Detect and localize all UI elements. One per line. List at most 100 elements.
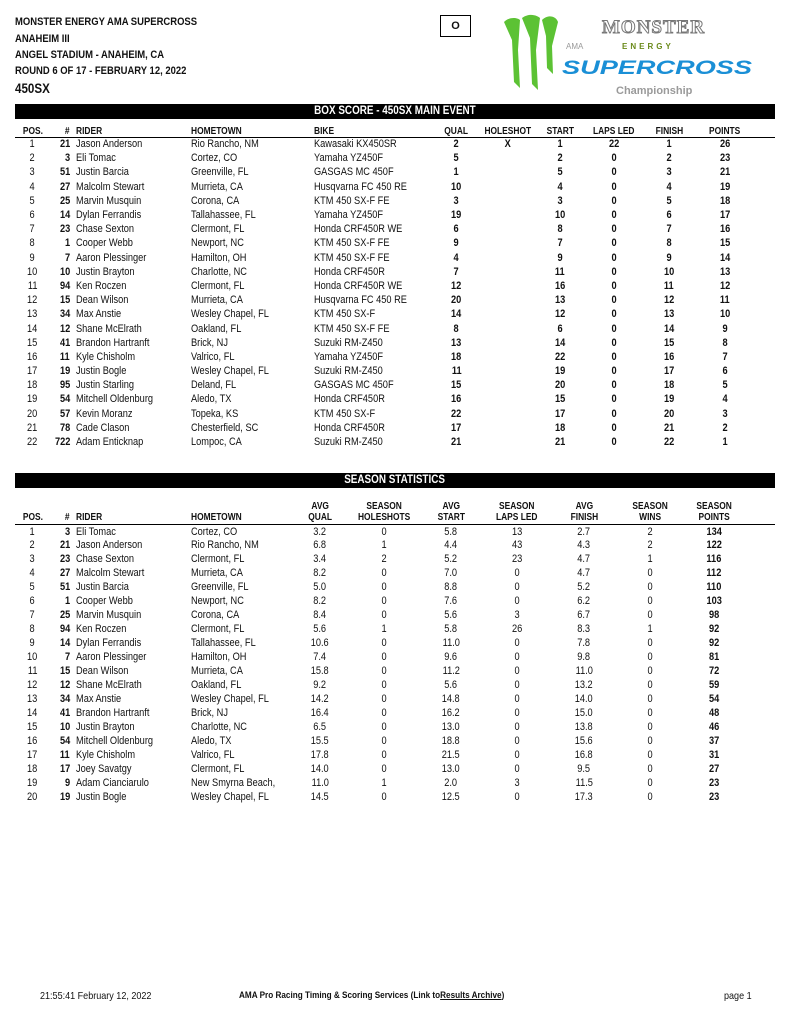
cell-hometown: Murrieta, CA [187,566,295,580]
cell-value: 11 [435,364,478,378]
cell-value-text: 2 [647,539,653,551]
cell-value: 16 [435,392,478,406]
cell-value: 10 [646,265,692,279]
cell-rider-text: Marvin Musquin [76,609,142,621]
cell-value: 0 [345,664,423,678]
cell-pos: 8 [15,236,50,250]
cell-pos-text: 14 [27,322,38,335]
cell-value-text: 0 [647,665,653,677]
cell-rider-text: Ken Roczen [76,623,127,635]
cell-value: 1 [613,552,687,566]
table-row: 2 21 Jason Anderson Rio Rancho, NM 6.8 1 4.4 43… [15,538,775,552]
cell-value-text: 0 [381,679,387,691]
logo-monster: MONSTER [602,17,705,38]
cell-hometown-text: Cortez, CO [191,525,238,538]
cell-rider: Ken Roczen [72,279,187,293]
cell-value-text: 46 [708,721,720,733]
cell-number: 12 [50,678,72,692]
cell-pos-text: 22 [27,436,38,449]
cell-hometown-text: Clermont, FL [191,223,245,236]
cell-value-text: 17 [554,407,566,420]
header-line: RIDER [76,511,103,523]
cell-value: 122 [687,538,741,552]
cell-value: 3 [538,194,582,208]
cell-rider: Malcolm Stewart [72,180,187,194]
table-row: 18 17 Joey Savatgy Clermont, FL 14.0 0 13.0 0 9.… [15,762,775,776]
cell-number: 25 [50,194,72,208]
cell-value-text: 21.5 [441,749,460,761]
cell-hometown: Corona, CA [187,608,295,622]
cell-value: 4.3 [555,538,613,552]
cell-pos-text: 19 [27,393,38,406]
cell-rider: Chase Sexton [72,222,187,236]
cell-rider-text: Mitchell Oldenburg [76,393,154,406]
cell-hometown: Cortez, CO [187,524,295,538]
cell-value-text: 15.8 [310,665,329,677]
cell-value: 112 [687,566,741,580]
cell-value-text: 5.0 [313,581,327,593]
cell-pos: 3 [15,165,50,179]
cell-value-text: 0 [381,651,387,663]
cell-value: 9 [692,321,758,335]
cell-number: 14 [50,208,72,222]
cell-pos-text: 8 [29,623,36,635]
cell-value-text: 0 [381,791,387,803]
cell-value-text: 0 [611,407,617,420]
cell-value: 23 [687,790,741,804]
cell-value: 0 [613,748,687,762]
cell-rider: Chase Sexton [72,552,187,566]
column-header: HOMETOWN [187,122,310,137]
cell-value-text: 0 [611,209,617,222]
cell-value-text: 0 [611,393,617,406]
cell-value-text: 0 [647,749,653,761]
cell-value-text: 0 [611,251,617,264]
cell-value-text: KTM 450 SX-F FE [314,194,390,207]
cell-pos: 22 [15,435,50,449]
cell-value: 15 [692,236,758,250]
cell-value: 3 [479,776,555,790]
cell-value [478,350,538,364]
header-line: SEASON [696,500,732,512]
cell-number: 51 [50,165,72,179]
cell-value: 7.4 [295,650,345,664]
cell-value-text: 0 [514,595,520,607]
cell-value-text: 19 [719,180,731,193]
column-header: SEASON POINTS [687,496,741,524]
cell-hometown-text: Greenville, FL [191,581,249,593]
cell-value-text: Suzuki RM-Z450 [314,336,383,349]
cell-value: 0 [479,734,555,748]
results-archive-link[interactable]: Results Archive [440,990,502,1001]
header-line: SEASON [632,500,668,512]
cell-value: 13.0 [423,720,479,734]
cell-hometown: Aledo, TX [187,734,295,748]
cell-value-text: 13.0 [441,721,460,733]
table-row: 14 41 Brandon Hartranft Brick, NJ 16.4 0 16.2 0… [15,706,775,720]
cell-value: 16 [692,222,758,236]
cell-value: 1 [646,137,692,151]
cell-pos: 12 [15,678,50,692]
column-header-text: START [546,125,574,137]
cell-pos-text: 4 [29,180,36,193]
cell-value: 17 [435,421,478,435]
cell-value: 0 [582,293,646,307]
cell-hometown: Lompoc, CA [187,435,310,449]
cell-hometown: Clermont, FL [187,222,310,236]
cell-value-text: 0 [381,525,387,538]
cell-hometown: Aledo, TX [187,392,310,406]
cell-hometown-text: New Smyrna Beach, [191,777,276,789]
cell-value-text: 0 [611,294,617,307]
cell-hometown-text: Corona, CA [191,609,240,621]
cell-value: 11.5 [555,776,613,790]
cell-pos: 17 [15,364,50,378]
cell-value: 14 [692,251,758,265]
column-header: QUAL [435,122,478,137]
cell-value: 5 [646,194,692,208]
cell-rider: Brandon Hartranft [72,706,187,720]
cell-number: 21 [50,137,72,151]
cell-rider-text: Justin Bogle [76,791,127,803]
cell-value-text: 18.8 [441,735,460,747]
column-header: SEASON HOLESHOTS [345,496,423,524]
cell-value: 0 [345,524,423,538]
cell-pos-text: 13 [27,308,38,321]
cell-value-text: 2 [557,152,563,165]
